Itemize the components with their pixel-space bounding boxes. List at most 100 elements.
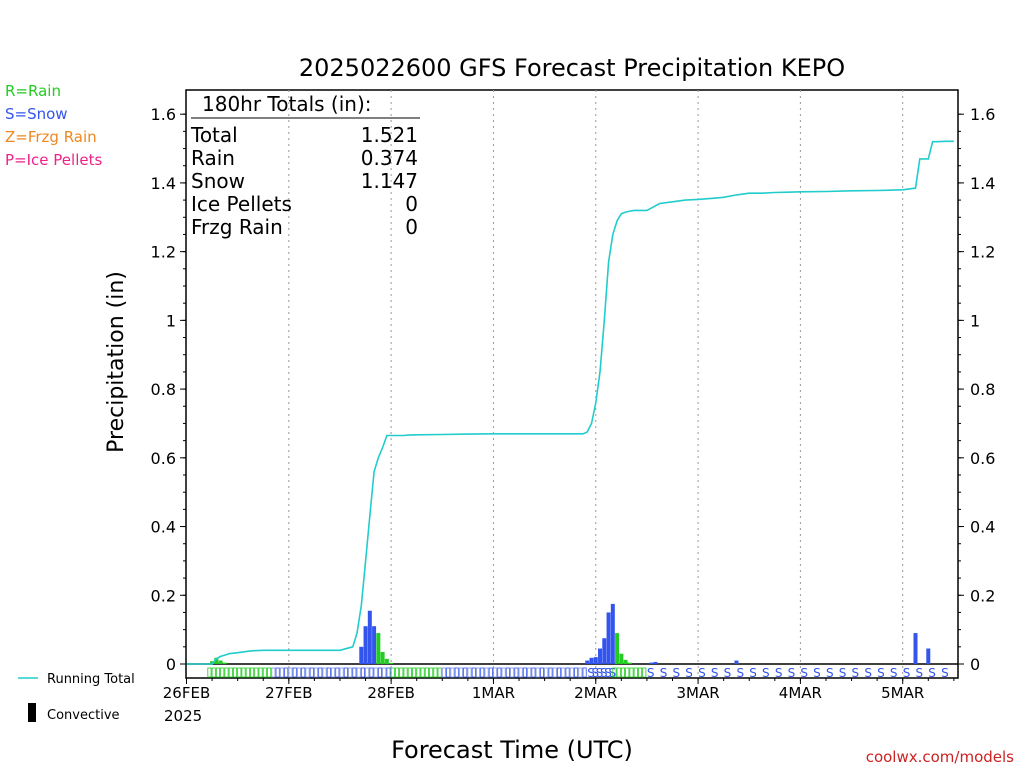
precip-type-legend-entry: Z=Frzg Rain bbox=[5, 128, 97, 146]
y-tick-label-left: 0.6 bbox=[151, 449, 176, 468]
mixed-type-mark bbox=[331, 667, 336, 678]
precip-bar bbox=[627, 662, 632, 664]
mixed-type-mark bbox=[463, 667, 468, 678]
y-tick-label-right: 1 bbox=[970, 311, 980, 330]
rain-type-mark bbox=[437, 667, 442, 678]
rain-type-mark bbox=[228, 667, 233, 678]
precip-bar bbox=[210, 661, 215, 664]
rain-type-mark bbox=[637, 667, 643, 678]
rain-type-mark bbox=[207, 667, 212, 678]
y-tick-label-left: 1.4 bbox=[151, 174, 176, 193]
rain-type-mark bbox=[237, 667, 242, 678]
precip-bar bbox=[913, 633, 918, 664]
rain-type-mark bbox=[390, 667, 395, 678]
precip-bar bbox=[623, 659, 628, 664]
precip-bar bbox=[384, 658, 389, 664]
y-tick-label-right: 0.4 bbox=[970, 518, 995, 537]
rain-type-mark bbox=[220, 667, 225, 678]
rain-type-mark bbox=[424, 667, 429, 678]
rain-type-mark bbox=[241, 667, 246, 678]
totals-row-value: 0.374 bbox=[361, 146, 418, 170]
snow-type-mark: S bbox=[762, 666, 770, 680]
mixed-type-mark bbox=[296, 667, 302, 678]
y-tick-label-right: 1.2 bbox=[970, 243, 995, 262]
mixed-type-mark bbox=[322, 667, 327, 678]
mixed-type-mark bbox=[467, 667, 472, 678]
x-tick-label: 26FEB bbox=[163, 684, 210, 702]
mixed-type-mark bbox=[582, 667, 587, 678]
y-tick-label-left: 1.6 bbox=[151, 105, 176, 124]
x-axis-label: Forecast Time (UTC) bbox=[391, 736, 633, 764]
rain-type-mark bbox=[407, 667, 412, 678]
snow-type-mark: S bbox=[685, 666, 693, 680]
mixed-type-mark bbox=[382, 667, 387, 678]
rain-type-mark bbox=[616, 667, 621, 678]
running-total-legend: Running Total bbox=[18, 672, 135, 687]
mixed-type-mark bbox=[275, 667, 280, 678]
mixed-type-mark bbox=[292, 667, 297, 678]
snow-type-mark: S bbox=[826, 666, 834, 680]
rain-type-mark bbox=[250, 667, 255, 678]
snow-type-mark: S bbox=[852, 666, 860, 680]
rain-type-mark bbox=[429, 667, 434, 678]
mixed-type-mark bbox=[377, 667, 383, 678]
x-tick-label: 5MAR bbox=[881, 684, 924, 702]
rain-type-mark bbox=[403, 667, 408, 678]
totals-row-value: 0 bbox=[405, 215, 418, 239]
mixed-type-mark bbox=[497, 667, 502, 678]
precip-bar bbox=[734, 660, 739, 664]
mixed-type-mark bbox=[565, 667, 570, 678]
snow-type-mark: S bbox=[800, 666, 808, 680]
mixed-type-mark bbox=[510, 667, 515, 678]
mixed-type-mark bbox=[522, 667, 527, 678]
rain-type-mark bbox=[629, 667, 634, 678]
y-tick-label-right: 0.8 bbox=[970, 380, 995, 399]
y-tick-label-left: 1 bbox=[166, 311, 176, 330]
mixed-type-mark bbox=[548, 667, 553, 678]
rain-type-mark bbox=[620, 667, 626, 678]
y-tick-label-right: 0.2 bbox=[970, 586, 995, 605]
snow-type-mark: S bbox=[647, 666, 655, 680]
totals-box: 180hr Totals (in): Total 1.521 Rain 0.374 Sn… bbox=[190, 92, 420, 239]
mixed-type-mark bbox=[501, 667, 506, 678]
mixed-type-mark bbox=[544, 667, 549, 678]
totals-row-label: Ice Pellets bbox=[191, 192, 292, 216]
totals-row-label: Total bbox=[190, 123, 238, 147]
totals-row-value: 0 bbox=[405, 192, 418, 216]
precip-bar bbox=[380, 651, 385, 664]
mixed-type-mark bbox=[458, 667, 464, 678]
rain-type-mark bbox=[232, 667, 238, 678]
chart-title: 2025022600 GFS Forecast Precipitation KE… bbox=[299, 54, 845, 82]
precip-bar bbox=[372, 626, 377, 664]
rain-type-mark bbox=[412, 667, 417, 678]
snow-type-mark: S bbox=[915, 666, 923, 680]
convective-legend: Convective bbox=[28, 703, 120, 723]
rain-type-mark bbox=[224, 667, 229, 678]
snow-type-mark: S bbox=[604, 666, 612, 680]
precip-bar bbox=[363, 626, 368, 664]
snow-type-mark: S bbox=[587, 666, 595, 680]
precip-type-legend: R=Rain S=Snow Z=Frzg Rain P=Ice Pellets bbox=[5, 82, 102, 169]
y-axis-label: Precipitation (in) bbox=[104, 271, 129, 453]
mixed-type-mark bbox=[505, 667, 510, 678]
snow-type-mark: S bbox=[839, 666, 847, 680]
mixed-type-mark bbox=[305, 667, 310, 678]
plot-frame bbox=[185, 89, 959, 679]
mixed-type-mark bbox=[527, 667, 532, 678]
totals-row-label: Frzg Rain bbox=[191, 215, 283, 239]
mixed-type-mark bbox=[578, 667, 583, 678]
precip-bar bbox=[649, 662, 654, 664]
precip-bar bbox=[619, 653, 624, 664]
rain-type-mark bbox=[394, 667, 400, 678]
mixed-type-mark bbox=[552, 667, 557, 678]
y-tick-label-left: 0.8 bbox=[151, 380, 176, 399]
mixed-type-mark bbox=[356, 667, 361, 678]
mixed-type-mark bbox=[288, 667, 293, 678]
rain-type-mark bbox=[612, 667, 617, 678]
rain-type-mark bbox=[254, 667, 259, 678]
snow-type-mark: S bbox=[877, 666, 885, 680]
x-tick-label: 4MAR bbox=[779, 684, 822, 702]
mixed-type-mark bbox=[335, 667, 340, 678]
